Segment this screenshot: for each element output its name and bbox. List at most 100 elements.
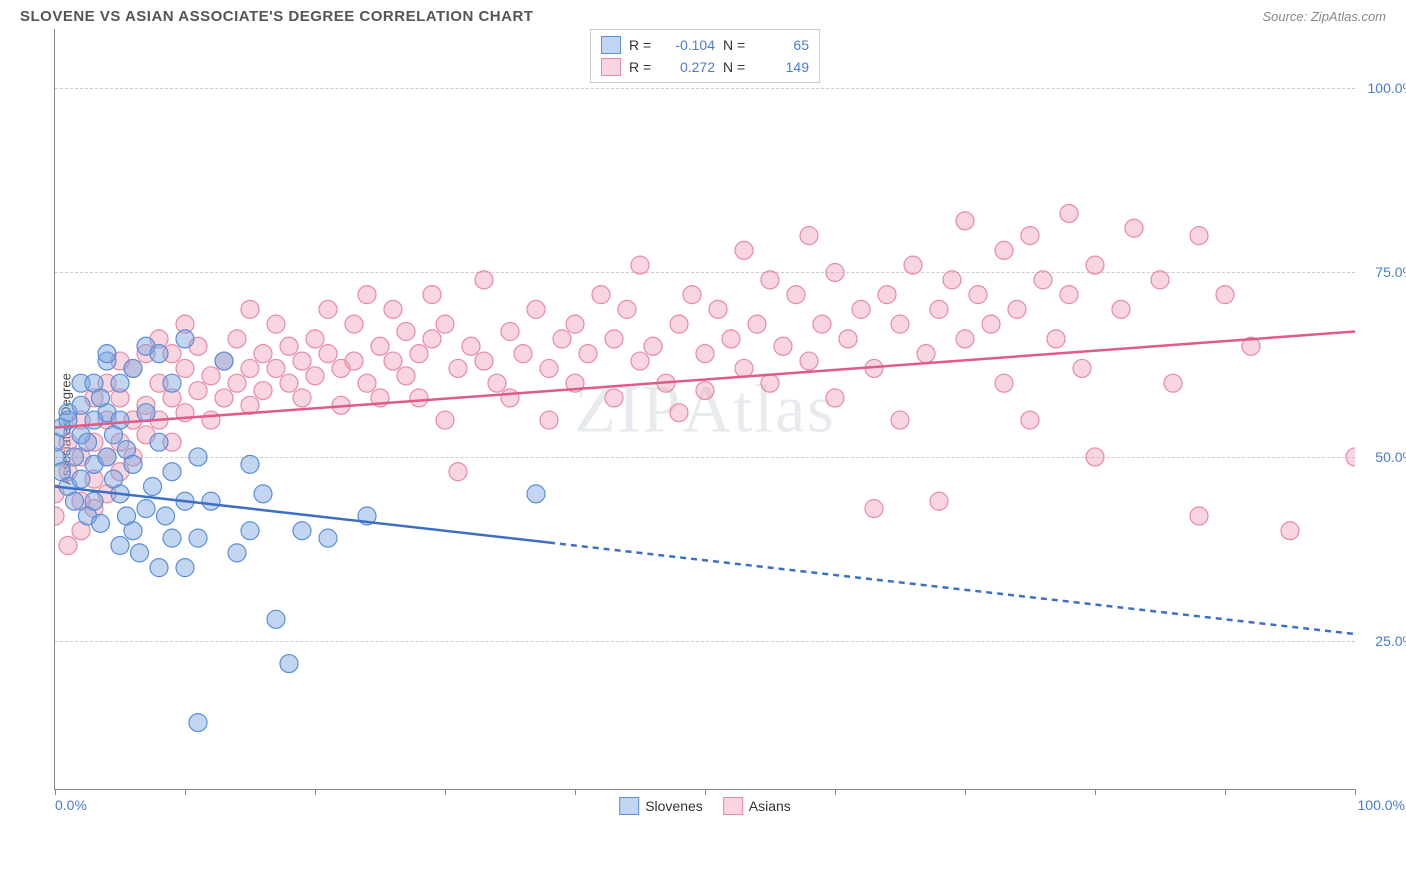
data-point: [449, 359, 467, 377]
data-point: [150, 433, 168, 451]
x-tick: [575, 789, 576, 795]
data-point: [592, 286, 610, 304]
data-point: [787, 286, 805, 304]
data-point: [176, 559, 194, 577]
data-point: [1346, 448, 1355, 466]
chart-container: Associate's Degree ZIPAtlas R = -0.104 N…: [54, 29, 1374, 829]
data-point: [98, 448, 116, 466]
data-point: [124, 359, 142, 377]
data-point: [618, 300, 636, 318]
trend-line: [549, 543, 1355, 634]
data-point: [839, 330, 857, 348]
x-axis-min-label: 0.0%: [55, 797, 87, 813]
data-point: [241, 359, 259, 377]
plot-area: ZIPAtlas R = -0.104 N = 65 R = 0.272 N =…: [54, 29, 1355, 790]
data-point: [956, 330, 974, 348]
data-point: [1073, 359, 1091, 377]
data-point: [423, 330, 441, 348]
y-tick-label: 25.0%: [1375, 633, 1406, 649]
data-point: [1086, 256, 1104, 274]
y-tick-label: 100.0%: [1368, 80, 1406, 96]
data-point: [930, 300, 948, 318]
data-point: [436, 315, 454, 333]
data-point: [202, 367, 220, 385]
data-point: [540, 411, 558, 429]
x-tick: [1355, 789, 1356, 795]
x-tick: [185, 789, 186, 795]
data-point: [1112, 300, 1130, 318]
y-tick-label: 75.0%: [1375, 264, 1406, 280]
data-point: [605, 330, 623, 348]
data-point: [254, 382, 272, 400]
data-point: [683, 286, 701, 304]
data-point: [280, 655, 298, 673]
data-point: [280, 374, 298, 392]
data-point: [891, 411, 909, 429]
y-tick-label: 50.0%: [1375, 449, 1406, 465]
legend-stats: R = -0.104 N = 65 R = 0.272 N = 149: [590, 29, 820, 83]
data-point: [1190, 507, 1208, 525]
x-tick: [1095, 789, 1096, 795]
data-point: [228, 330, 246, 348]
data-point: [995, 241, 1013, 259]
data-point: [371, 337, 389, 355]
data-point: [748, 315, 766, 333]
data-point: [92, 514, 110, 532]
data-point: [761, 271, 779, 289]
data-point: [163, 529, 181, 547]
data-point: [1190, 227, 1208, 245]
data-point: [267, 315, 285, 333]
data-point: [202, 411, 220, 429]
data-point: [293, 352, 311, 370]
data-point: [735, 359, 753, 377]
data-point: [384, 300, 402, 318]
data-point: [930, 492, 948, 510]
data-point: [241, 455, 259, 473]
data-point: [72, 396, 90, 414]
data-point: [59, 537, 77, 555]
x-tick: [315, 789, 316, 795]
data-point: [267, 610, 285, 628]
data-point: [1034, 271, 1052, 289]
data-point: [722, 330, 740, 348]
data-point: [566, 315, 584, 333]
data-point: [150, 345, 168, 363]
data-point: [241, 300, 259, 318]
data-point: [144, 477, 162, 495]
x-tick: [965, 789, 966, 795]
data-point: [670, 315, 688, 333]
data-point: [982, 315, 1000, 333]
data-point: [1060, 204, 1078, 222]
data-point: [813, 315, 831, 333]
data-point: [1021, 411, 1039, 429]
data-point: [553, 330, 571, 348]
data-point: [917, 345, 935, 363]
data-point: [852, 300, 870, 318]
x-tick: [835, 789, 836, 795]
data-point: [644, 337, 662, 355]
data-point: [826, 389, 844, 407]
data-point: [189, 448, 207, 466]
data-point: [228, 544, 246, 562]
data-point: [709, 300, 727, 318]
data-point: [423, 286, 441, 304]
data-point: [124, 455, 142, 473]
data-point: [319, 529, 337, 547]
data-point: [631, 352, 649, 370]
data-point: [176, 359, 194, 377]
data-point: [1164, 374, 1182, 392]
data-point: [410, 345, 428, 363]
data-point: [891, 315, 909, 333]
data-point: [995, 374, 1013, 392]
data-point: [157, 507, 175, 525]
data-point: [202, 492, 220, 510]
data-point: [1125, 219, 1143, 237]
data-point: [163, 374, 181, 392]
data-point: [293, 389, 311, 407]
x-tick: [445, 789, 446, 795]
x-tick: [55, 789, 56, 795]
data-point: [943, 271, 961, 289]
plot-svg: [55, 29, 1355, 789]
data-point: [137, 404, 155, 422]
data-point: [254, 485, 272, 503]
